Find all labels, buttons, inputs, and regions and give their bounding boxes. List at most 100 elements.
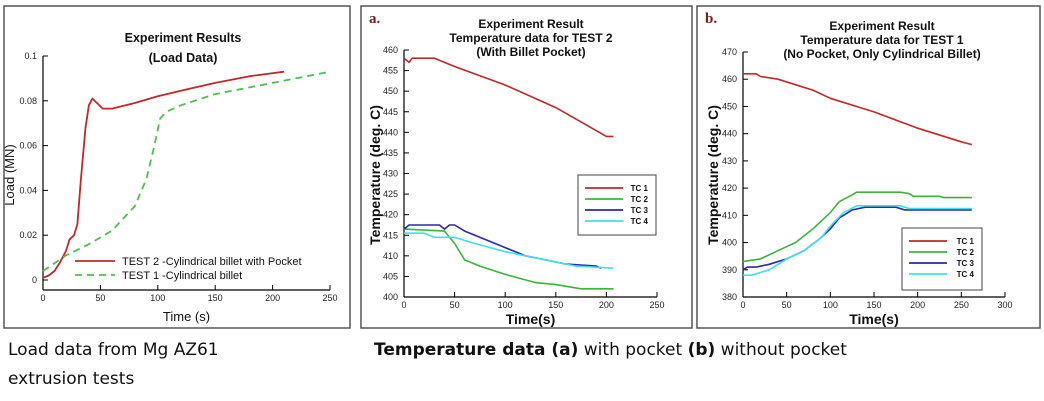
y-tick-label: 420 xyxy=(383,210,398,220)
x-tick-label: 250 xyxy=(649,300,664,310)
series-line-test-2-cylindrical-billet-with-pocket xyxy=(42,70,285,279)
y-tick-label: 440 xyxy=(383,127,398,137)
y-tick-label: 0.02 xyxy=(19,230,37,240)
chart-title: Experiment Result xyxy=(829,19,934,33)
y-tick-label: 410 xyxy=(383,251,398,261)
y-tick-label: 450 xyxy=(722,101,737,111)
x-tick-label: 0 xyxy=(401,300,406,310)
x-tick-label: 300 xyxy=(997,300,1012,310)
x-tick-label: 150 xyxy=(866,300,881,310)
panel-label: a. xyxy=(369,11,381,27)
chart-title: (Load Data) xyxy=(149,51,218,65)
chart-panel-0: Experiment Results (Load Data) 0 50 100 150 20… xyxy=(2,5,351,329)
series-line-tc-2 xyxy=(742,191,972,263)
legend: TC 1 TC 2 TC 3 TC 4 xyxy=(577,174,657,236)
x-tick-label: 0 xyxy=(740,300,745,310)
legend-label: TC 3 xyxy=(631,206,649,215)
legend-label: TC 4 xyxy=(957,270,975,279)
series-line-tc-3 xyxy=(742,206,972,271)
y-tick-label: 425 xyxy=(383,189,398,199)
y-tick-label: 440 xyxy=(722,129,737,139)
panel-label: b. xyxy=(705,11,717,27)
series-line-tc-4 xyxy=(743,205,972,277)
y-tick-label: 450 xyxy=(383,86,398,96)
caption-part: without pocket xyxy=(715,340,847,360)
legend-box xyxy=(901,227,983,291)
caption-load-line1: Load data from Mg AZ61 xyxy=(8,340,219,360)
x-tick-label: 50 xyxy=(782,300,792,310)
y-tick-label: 430 xyxy=(383,169,398,179)
y-tick-label: 380 xyxy=(722,292,737,302)
x-tick-label: 50 xyxy=(95,293,105,303)
y-tick-label: 0.04 xyxy=(19,185,37,195)
caption-part: (b) xyxy=(687,340,716,360)
y-tick-label: 455 xyxy=(383,66,398,76)
legend: TEST 2 -Cylindrical billet with Pocket TE… xyxy=(75,256,302,282)
x-tick-label: 100 xyxy=(150,293,165,303)
y-tick-label: 400 xyxy=(383,292,398,302)
y-tick-label: 420 xyxy=(722,183,737,193)
legend-label: TC 2 xyxy=(957,248,975,257)
y-tick-label: 470 xyxy=(722,47,737,57)
y-tick-label: 415 xyxy=(383,230,398,240)
x-tick-label: 100 xyxy=(823,300,838,310)
x-tick-label: 200 xyxy=(599,300,614,310)
y-tick-label: 430 xyxy=(722,156,737,166)
caption-part: Temperature data (a) xyxy=(374,340,579,360)
chart-title: Experiment Result xyxy=(478,17,583,31)
series-line-tc-1 xyxy=(403,57,614,138)
legend-label: TEST 1 -Cylindrical billet xyxy=(122,270,242,282)
y-tick-label: 0 xyxy=(32,275,37,285)
y-tick-label: 410 xyxy=(722,210,737,220)
series-line-tc-1 xyxy=(743,73,973,146)
y-tick-label: 0.1 xyxy=(24,51,37,61)
y-tick-label: 0.08 xyxy=(19,96,37,106)
y-tick-label: 405 xyxy=(383,271,398,281)
x-tick-label: 250 xyxy=(954,300,969,310)
x-tick-label: 250 xyxy=(322,293,337,303)
y-tick-label: 460 xyxy=(722,74,737,84)
legend-label: TC 2 xyxy=(631,195,649,204)
x-tick-label: 150 xyxy=(208,293,223,303)
chart-title: (No Pocket, Only Cylindrical Billet) xyxy=(783,47,980,61)
x-tick-label: 200 xyxy=(910,300,925,310)
caption-load-line2: extrusion tests xyxy=(8,369,135,389)
caption-part: with pocket xyxy=(578,340,688,360)
chart-title: Experiment Results xyxy=(125,31,242,45)
series-line-tc-4 xyxy=(404,232,614,269)
x-axis-label: Time (s) xyxy=(163,309,210,324)
panel-border xyxy=(360,5,693,329)
x-tick-label: 100 xyxy=(498,300,513,310)
y-tick-label: 435 xyxy=(383,148,398,158)
y-tick-label: 400 xyxy=(722,238,737,248)
x-axis-label: Time(s) xyxy=(849,311,899,327)
x-tick-label: 50 xyxy=(450,300,460,310)
y-tick-label: 460 xyxy=(383,45,398,55)
chart-title: (With Billet Pocket) xyxy=(476,45,585,59)
y-tick-label: 445 xyxy=(383,107,398,117)
legend: TC 1 TC 2 TC 3 TC 4 xyxy=(901,227,983,291)
x-axis-label: Time(s) xyxy=(506,311,556,327)
y-axis-label: Temperature (deg. C) xyxy=(367,105,383,245)
chart-title: Temperature data for TEST 2 xyxy=(449,31,612,45)
x-tick-label: 200 xyxy=(265,293,280,303)
legend-label: TC 3 xyxy=(957,259,975,268)
x-tick-label: 150 xyxy=(548,300,563,310)
series-line-test-1-cylindrical-billet xyxy=(42,70,331,272)
y-axis-label: Load (MN) xyxy=(2,144,17,205)
legend-label: TC 4 xyxy=(631,217,649,226)
legend-label: TEST 2 -Cylindrical billet with Pocket xyxy=(122,256,302,268)
x-tick-label: 0 xyxy=(40,293,45,303)
caption-temperature: Temperature data (a) with pocket (b) wit… xyxy=(374,340,847,360)
legend-box xyxy=(577,174,657,236)
y-axis-label: Temperature (deg. C) xyxy=(705,105,721,245)
y-tick-label: 390 xyxy=(722,265,737,275)
legend-label: TC 1 xyxy=(957,237,975,246)
chart-title: Temperature data for TEST 1 xyxy=(800,33,963,47)
legend-label: TC 1 xyxy=(631,184,649,193)
panel-border xyxy=(3,5,351,329)
y-tick-label: 0.06 xyxy=(19,141,37,151)
